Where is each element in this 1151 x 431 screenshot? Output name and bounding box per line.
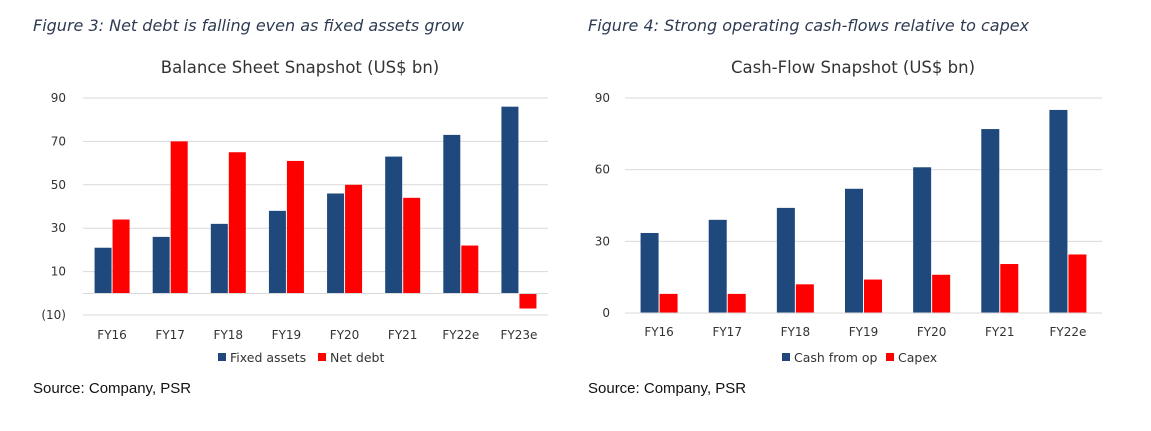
bar-fixed-assets-fy18 [210, 223, 228, 294]
x-tick-label: FY22e [1049, 325, 1086, 339]
balance-sheet-chart: Balance Sheet Snapshot (US$ bn) (10) 10 30 5… [41, 58, 548, 365]
bar-net-debt-fy20 [345, 184, 363, 294]
bar-fixed-assets-fy21 [385, 156, 403, 294]
bar-capex-fy19 [864, 279, 882, 313]
legend-swatch-fixed-assets [218, 353, 226, 361]
y-tick-label: 0 [602, 306, 610, 320]
figure-3-panel: Figure 3: Net debt is falling even as fi… [0, 0, 575, 431]
x-tick-label: FY17 [712, 325, 742, 339]
legend-label-net-debt: Net debt [330, 350, 384, 365]
bar-capex-fy21 [1000, 264, 1019, 313]
bar-net-debt-fy17 [170, 141, 188, 294]
x-tick-label: FY23e [500, 328, 537, 342]
x-tick-label: FY21 [388, 328, 418, 342]
bar-net-debt-fy19 [286, 160, 304, 294]
bar-capex-fy22e [1068, 254, 1087, 313]
figure-4-panel: Figure 4: Strong operating cash-flows re… [575, 0, 1151, 431]
bar-cash-from-op-fy18 [776, 207, 795, 313]
bar-cash-from-op-fy17 [708, 219, 727, 313]
y-tick-label: 90 [595, 91, 610, 105]
legend-label-cash-from-op: Cash from op [794, 350, 878, 365]
y-tick-label: 90 [51, 91, 66, 105]
bar-cash-from-op-fy20 [913, 167, 932, 313]
y-tick-label: 60 [595, 163, 610, 177]
bar-capex-fy17 [727, 293, 746, 313]
bar-net-debt-fy18 [228, 152, 246, 294]
chart-title: Balance Sheet Snapshot (US$ bn) [161, 58, 439, 77]
bar-net-debt-fy23e [519, 293, 537, 309]
bar-fixed-assets-fy23e [501, 106, 519, 294]
figure-caption: Figure 4: Strong operating cash-flows re… [588, 16, 1030, 35]
legend-swatch-net-debt [318, 353, 326, 361]
bar-fixed-assets-fy22e [443, 134, 461, 294]
y-tick-label: 30 [595, 234, 610, 248]
legend-label-fixed-assets: Fixed assets [230, 350, 306, 365]
bar-capex-fy16 [659, 293, 678, 313]
x-tick-label: FY21 [985, 325, 1015, 339]
bar-cash-from-op-fy22e [1049, 109, 1068, 313]
bar-net-debt-fy21 [403, 197, 421, 294]
y-tick-label: 70 [51, 134, 66, 148]
bar-net-debt-fy22e [461, 245, 479, 294]
chart-title: Cash-Flow Snapshot (US$ bn) [731, 58, 975, 77]
x-tick-label: FY20 [330, 328, 360, 342]
x-tick-label: FY18 [781, 325, 811, 339]
y-tick-label: 10 [51, 265, 66, 279]
y-tick-label: (10) [41, 308, 66, 322]
legend-label-capex: Capex [898, 350, 937, 365]
bar-cash-from-op-fy19 [845, 188, 863, 313]
x-tick-label: FY22e [442, 328, 479, 342]
bar-cash-from-op-fy21 [981, 129, 1000, 313]
x-tick-label: FY19 [272, 328, 302, 342]
x-tick-label: FY17 [155, 328, 185, 342]
bar-capex-fy18 [795, 284, 814, 313]
source-note: Source: Company, PSR [588, 380, 747, 397]
legend-swatch-capex [886, 353, 894, 361]
bar-capex-fy20 [932, 274, 951, 313]
bar-fixed-assets-fy20 [327, 193, 345, 294]
x-tick-label: FY16 [644, 325, 674, 339]
bar-fixed-assets-fy16 [94, 247, 112, 294]
bar-fixed-assets-fy17 [152, 236, 170, 294]
y-tick-label: 30 [51, 221, 66, 235]
bar-fixed-assets-fy19 [268, 210, 286, 294]
y-tick-label: 50 [51, 178, 66, 192]
figure-caption: Figure 3: Net debt is falling even as fi… [33, 16, 464, 35]
x-tick-label: FY18 [214, 328, 244, 342]
bar-net-debt-fy16 [112, 219, 130, 294]
x-tick-label: FY20 [917, 325, 947, 339]
bar-cash-from-op-fy16 [640, 232, 659, 313]
legend-swatch-cash-from-op [782, 353, 790, 361]
x-tick-label: FY19 [849, 325, 879, 339]
x-tick-label: FY16 [97, 328, 127, 342]
source-note: Source: Company, PSR [33, 380, 192, 397]
cash-flow-chart: Cash-Flow Snapshot (US$ bn) 0 30 60 90 FY16 FY… [595, 58, 1102, 365]
